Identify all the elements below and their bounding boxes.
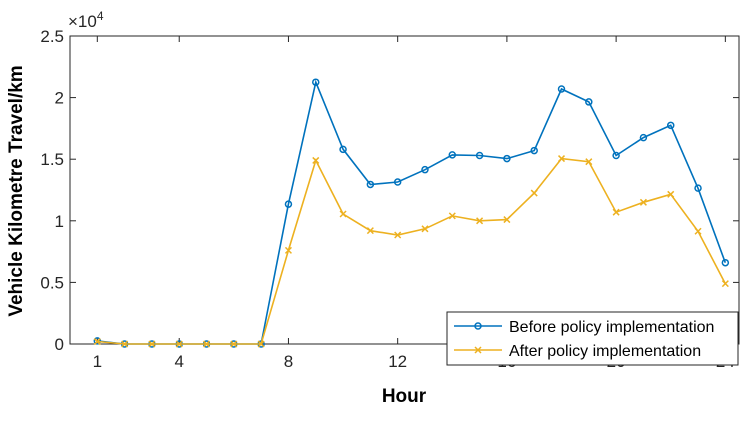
data-point [284, 246, 292, 254]
data-point [721, 280, 729, 288]
series-line [97, 157, 727, 345]
data-point [503, 154, 511, 163]
data-point [530, 189, 538, 197]
y-axis-title: Vehicle Kilometre Travel/km [6, 65, 27, 316]
data-point [530, 146, 538, 155]
data-point [694, 184, 702, 192]
data-point [612, 151, 620, 160]
data-point [93, 337, 102, 345]
y-tick-label: 2 [55, 89, 64, 108]
data-point [612, 208, 620, 216]
plot-area [69, 35, 740, 345]
data-point [694, 227, 702, 235]
data-point [585, 158, 593, 166]
data-point [639, 133, 648, 142]
data-point [585, 98, 593, 106]
data-point [667, 190, 675, 198]
legend-marker-after [474, 346, 482, 354]
data-point [721, 258, 730, 267]
data-point [203, 340, 211, 348]
data-point [421, 165, 429, 174]
data-point [148, 340, 156, 348]
data-point [394, 231, 402, 239]
y-tick-label: 1.5 [40, 150, 64, 169]
data-point [366, 227, 374, 235]
data-point [339, 210, 347, 218]
y-tick-label: 2.5 [40, 27, 64, 46]
y-tick-label: 1 [55, 212, 64, 231]
data-point [475, 151, 484, 160]
x-axis-title: Hour [382, 386, 427, 407]
data-point [230, 340, 238, 348]
data-point [639, 198, 647, 206]
y-axis-exponent: ×104 [68, 9, 104, 31]
data-point [312, 156, 320, 164]
data-point [448, 151, 457, 159]
data-point [421, 225, 429, 233]
y-tick-label: 0.5 [40, 273, 64, 292]
data-point [503, 216, 511, 224]
data-point [93, 338, 101, 346]
legend-label-before: Before policy implementation [509, 319, 714, 336]
data-point [366, 180, 375, 189]
data-point [393, 178, 402, 186]
y-tick-label: 0 [55, 335, 64, 354]
data-point [121, 340, 129, 348]
data-point [175, 340, 183, 348]
data-point [257, 340, 265, 348]
data-point [557, 85, 566, 93]
data-point [476, 217, 484, 225]
series-after [93, 155, 729, 348]
legend-box [446, 311, 739, 366]
data-point [339, 145, 347, 154]
x-tick-label: 4 [174, 352, 183, 371]
x-tick-label: 12 [388, 352, 407, 371]
legend-label-after: After policy implementation [509, 343, 701, 360]
x-tick-label: 8 [284, 352, 293, 371]
y-exponent-power: 4 [97, 9, 104, 23]
data-point [557, 155, 566, 163]
data-point [448, 212, 456, 220]
data-point [284, 200, 293, 208]
legend-marker-before [474, 322, 482, 330]
legend: Before policy implementation After polic… [446, 311, 739, 366]
y-exponent-base: ×10 [68, 12, 97, 31]
x-tick-label: 1 [93, 352, 102, 371]
data-point [666, 121, 675, 130]
data-point [312, 78, 320, 86]
series-layer [93, 78, 730, 348]
